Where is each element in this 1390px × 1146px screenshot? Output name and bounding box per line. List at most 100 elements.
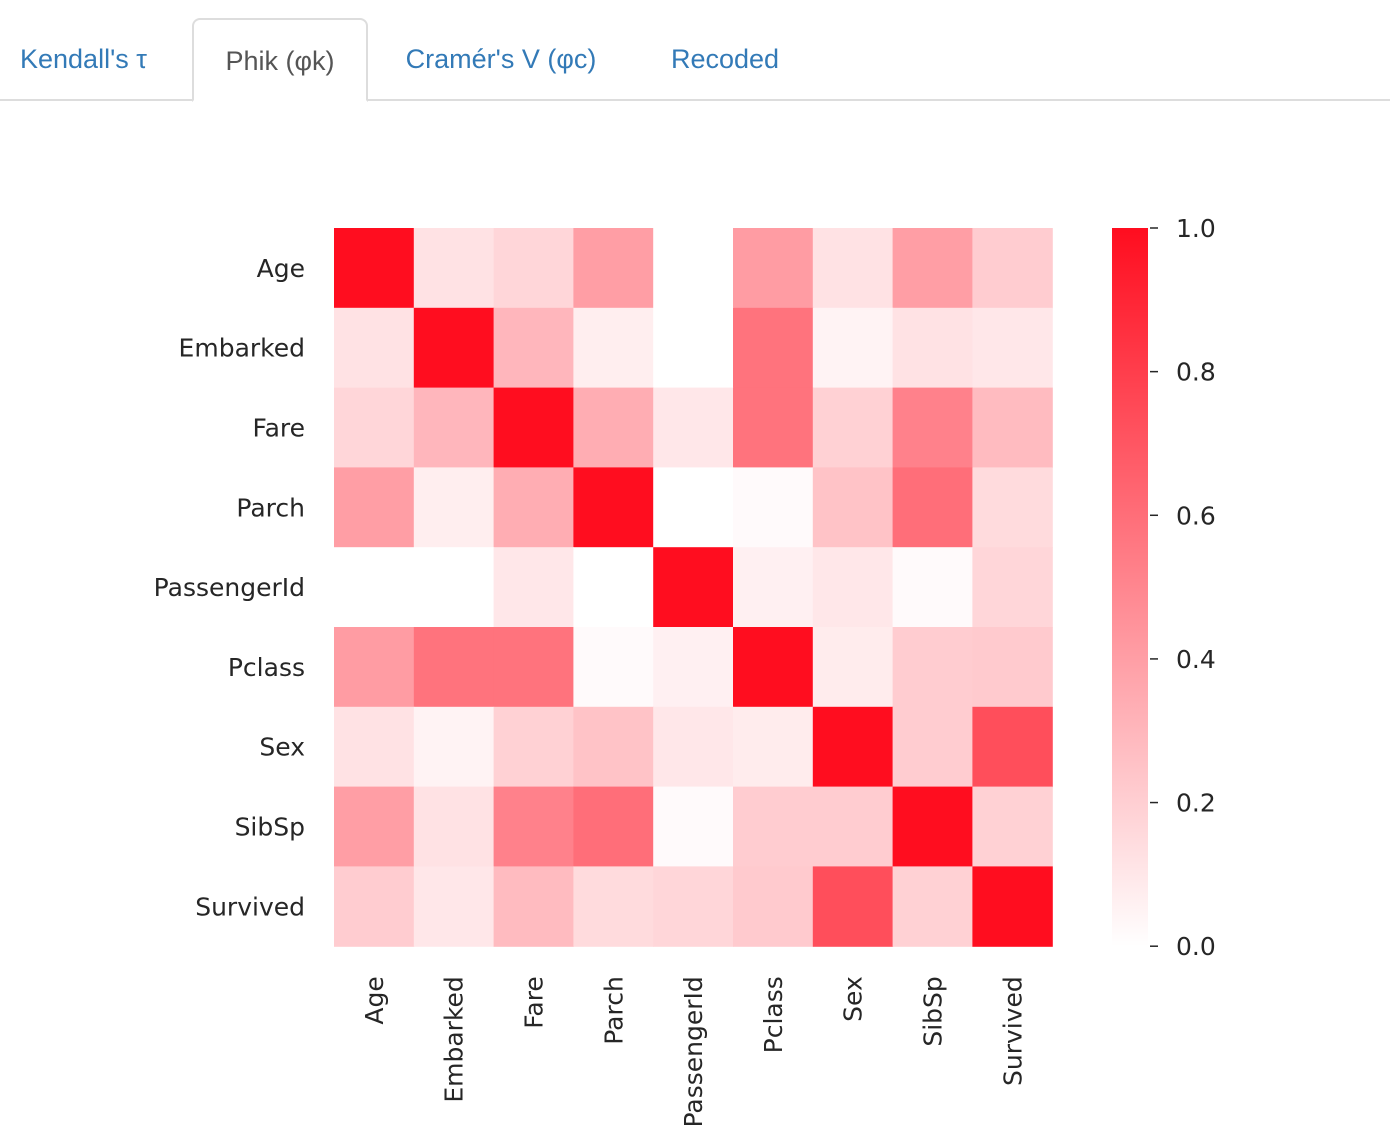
heatmap-cell-pclass-parch [573,627,654,708]
heatmap-cell-sex-fare [493,706,574,788]
heatmap-cell-sibsp-sex [812,786,894,867]
colorbar-tick-label: 0.2 [1176,789,1216,818]
tab-bar: Kendall's τ Phik (φk) Cramér's V (φc) Re… [0,0,1390,102]
colorbar-tick-label: 0.8 [1176,358,1216,387]
colorbar-tick-label: 0.6 [1176,501,1216,530]
row-label-sibsp: SibSp [235,813,305,842]
heatmap-cell-sibsp-pclass [733,786,814,867]
heatmap-cell-parch-pclass [733,467,814,548]
heatmap-cell-fare-fare [493,387,574,468]
heatmap-cell-embarked-passengerid [653,307,734,389]
row-labels: Age Embarked Fare Parch PassengerId Pclass Sex… [154,254,305,921]
heatmap-cell-age-sibsp [892,228,973,309]
column-label-age: Age [360,976,389,1024]
column-label-embarked: Embarked [440,976,469,1102]
heatmap-cell-fare-embarked [413,387,495,468]
heatmap-cell-parch-sibsp [892,467,973,548]
row-label-parch: Parch [236,493,305,522]
heatmap-cell-embarked-sibsp [892,307,973,389]
heatmap-cell-sex-survived [972,706,1053,788]
heatmap-cell-pclass-age [334,627,415,708]
tab-cramers-v[interactable]: Cramér's V (φc) [405,44,597,74]
row-label-age: Age [257,254,305,283]
heatmap-cell-passengerid-pclass [733,547,814,628]
heatmap-cell-parch-embarked [413,467,495,548]
heatmap-cell-age-fare [493,228,574,309]
column-label-parch: Parch [599,976,628,1045]
row-label-survived: Survived [195,892,305,921]
heatmap-cell-survived-parch [573,866,654,947]
heatmap-cell-age-survived [972,228,1053,309]
column-label-sex: Sex [839,976,868,1022]
heatmap-cell-pclass-passengerid [653,627,734,708]
heatmap-cell-sex-age [334,706,415,788]
heatmap-cell-pclass-pclass [733,627,814,708]
heatmap-cell-embarked-sex [812,307,894,389]
heatmap-cell-embarked-age [334,307,415,389]
heatmap-cell-parch-age [334,467,415,548]
heatmap-cell-parch-parch [573,467,654,548]
heatmap-cell-parch-fare [493,467,574,548]
heatmap-cell-age-passengerid [653,228,734,309]
heatmap-cell-sex-pclass [733,706,814,788]
heatmap-cell-passengerid-sibsp [892,547,973,628]
column-labels: Age Embarked Fare Parch PassengerId Pclass Sex… [360,976,1027,1127]
heatmap-cell-survived-pclass [733,866,814,947]
heatmap-cell-sex-sex [812,706,894,788]
heatmap-cell-age-embarked [413,228,495,309]
row-label-sex: Sex [259,733,305,762]
heatmap-cell-age-age [334,228,415,309]
heatmap-cell-fare-passengerid [653,387,734,468]
heatmap-cell-pclass-survived [972,627,1053,708]
heatmap-cell-sibsp-survived [972,786,1053,867]
heatmap-cell-fare-sibsp [892,387,973,468]
heatmap-cell-survived-sex [812,866,894,947]
heatmap-cell-fare-survived [972,387,1053,468]
heatmap-cell-survived-survived [972,866,1053,947]
heatmap-cell-sex-sibsp [892,706,973,788]
heatmap-cell-sibsp-age [334,786,415,867]
heatmap-cell-embarked-pclass [733,307,814,389]
colorbar-gradient [1112,228,1148,947]
heatmap-cell-parch-passengerid [653,467,734,548]
heatmap-svg: Age Embarked Fare Parch PassengerId Pclass Sex… [154,214,1216,1128]
tab-recoded[interactable]: Recoded [670,44,780,74]
heatmap-cell-survived-age [334,866,415,947]
heatmap-cell-age-parch [573,228,654,309]
column-label-fare: Fare [520,976,549,1029]
heatmap-cell-fare-pclass [733,387,814,468]
heatmap-cell-passengerid-age [334,547,415,628]
heatmap-cell-survived-passengerid [653,866,734,947]
heatmap-cell-survived-embarked [413,866,495,947]
row-label-passengerid: PassengerId [154,573,305,602]
heatmap-cells [334,228,1053,947]
tab-kendall[interactable]: Kendall's τ [20,44,147,74]
row-label-pclass: Pclass [228,653,305,682]
heatmap-cell-embarked-parch [573,307,654,389]
heatmap-cell-sex-parch [573,706,654,788]
heatmap-cell-survived-fare [493,866,574,947]
row-label-fare: Fare [252,414,305,443]
heatmap-cell-fare-age [334,387,415,468]
heatmap-cell-passengerid-fare [493,547,574,628]
column-label-pclass: Pclass [759,976,788,1053]
tab-bar-divider [0,99,1390,101]
heatmap-cell-age-pclass [733,228,814,309]
column-label-survived: Survived [998,976,1027,1086]
colorbar-tick-label: 0.4 [1176,645,1216,674]
heatmap-cell-passengerid-sex [812,547,894,628]
heatmap-cell-sex-passengerid [653,706,734,788]
colorbar-tick-label: 1.0 [1176,214,1216,243]
tab-phik[interactable]: Phik (φk) [192,18,368,102]
phik-heatmap-chart: Age Embarked Fare Parch PassengerId Pclass Sex… [0,120,1390,1145]
heatmap-cell-sibsp-passengerid [653,786,734,867]
heatmap-cell-pclass-sibsp [892,627,973,708]
heatmap-cell-passengerid-survived [972,547,1053,628]
heatmap-cell-passengerid-passengerid [653,547,734,628]
heatmap-cell-embarked-fare [493,307,574,389]
heatmap-cell-fare-sex [812,387,894,468]
row-label-embarked: Embarked [179,334,305,363]
column-label-passengerid: PassengerId [679,976,708,1127]
column-label-sibsp: SibSp [919,976,948,1046]
heatmap-cell-pclass-fare [493,627,574,708]
